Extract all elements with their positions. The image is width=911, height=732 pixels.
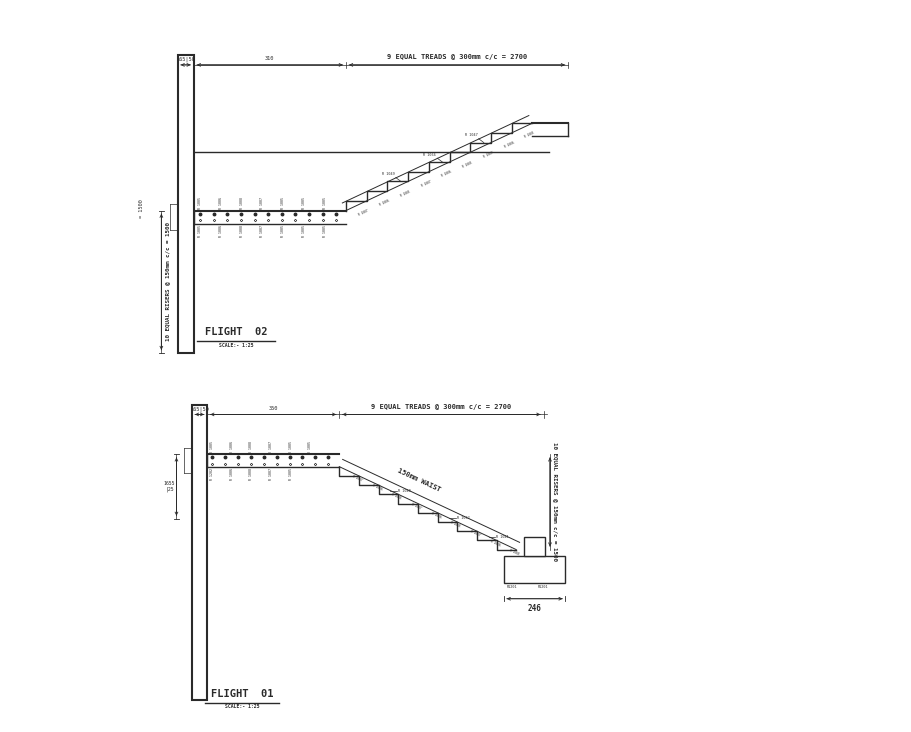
Text: 10 EQUAL RISERS @ 150mm c/c = 1500: 10 EQUAL RISERS @ 150mm c/c = 1500 bbox=[552, 442, 558, 561]
Text: R 1066: R 1066 bbox=[423, 153, 435, 157]
Text: R 1005: R 1005 bbox=[302, 225, 305, 237]
Text: R 1062: R 1062 bbox=[456, 516, 469, 520]
Text: R 1007: R 1007 bbox=[469, 530, 480, 538]
Text: R 1008: R 1008 bbox=[240, 225, 243, 237]
Text: 150mm WAIST: 150mm WAIST bbox=[395, 468, 441, 493]
Text: R 1006: R 1006 bbox=[230, 468, 233, 480]
Text: 165|50: 165|50 bbox=[176, 56, 195, 62]
Text: R 1005: R 1005 bbox=[198, 197, 202, 209]
Text: 9 EQUAL TREADS @ 300mm c/c = 2700: 9 EQUAL TREADS @ 300mm c/c = 2700 bbox=[371, 404, 511, 410]
Text: R 1005: R 1005 bbox=[461, 160, 473, 168]
Text: 1655
|25: 1655 |25 bbox=[163, 481, 174, 492]
Text: R 1005: R 1005 bbox=[289, 468, 292, 480]
Text: R 1007: R 1007 bbox=[261, 225, 264, 237]
Bar bbox=[178, 55, 193, 353]
Text: = 1500: = 1500 bbox=[139, 200, 144, 218]
Text: 9 EQUAL TREADS @ 300mm c/c = 2700: 9 EQUAL TREADS @ 300mm c/c = 2700 bbox=[386, 54, 527, 60]
Text: R 1041: R 1041 bbox=[496, 534, 508, 539]
Text: R 1006: R 1006 bbox=[430, 511, 441, 519]
Text: R 1007: R 1007 bbox=[358, 209, 369, 217]
Text: 246: 246 bbox=[527, 604, 541, 613]
Text: R 1049: R 1049 bbox=[382, 172, 394, 176]
Text: R 1005: R 1005 bbox=[281, 197, 285, 209]
Text: R 1005: R 1005 bbox=[302, 197, 305, 209]
Text: R 1005: R 1005 bbox=[198, 225, 202, 237]
Text: R 1007: R 1007 bbox=[269, 441, 272, 452]
Bar bbox=[504, 556, 565, 583]
Text: R 1006: R 1006 bbox=[219, 197, 222, 209]
Text: 165|50: 165|50 bbox=[189, 406, 209, 411]
Text: R 1007: R 1007 bbox=[269, 468, 272, 480]
Text: R 1006: R 1006 bbox=[219, 225, 222, 237]
Text: R 1008: R 1008 bbox=[240, 197, 243, 209]
Text: R 1007: R 1007 bbox=[420, 180, 431, 188]
Text: R 1202: R 1202 bbox=[210, 468, 214, 480]
Text: R 1005: R 1005 bbox=[281, 225, 285, 237]
Text: R 1006: R 1006 bbox=[230, 441, 233, 452]
Text: R 1006: R 1006 bbox=[503, 141, 514, 149]
Text: FLIGHT  01: FLIGHT 01 bbox=[210, 689, 273, 699]
Text: R 1007: R 1007 bbox=[351, 474, 363, 482]
Text: R 1008: R 1008 bbox=[249, 441, 253, 452]
Text: R 1005: R 1005 bbox=[308, 441, 312, 452]
Text: R 1040: R 1040 bbox=[397, 488, 410, 493]
Text: R 1007: R 1007 bbox=[482, 151, 493, 159]
Text: R 1005: R 1005 bbox=[289, 441, 292, 452]
Text: R 1007: R 1007 bbox=[261, 197, 264, 209]
Bar bbox=[523, 537, 545, 556]
Text: R 1006: R 1006 bbox=[441, 170, 452, 178]
Text: 310: 310 bbox=[265, 56, 274, 61]
Text: R 1005: R 1005 bbox=[449, 520, 461, 529]
Text: 350: 350 bbox=[268, 406, 278, 411]
Text: R 1006: R 1006 bbox=[371, 484, 382, 492]
Text: SCALE:- 1:25: SCALE:- 1:25 bbox=[224, 704, 259, 709]
Text: R 1005: R 1005 bbox=[322, 197, 326, 209]
Text: R 1006: R 1006 bbox=[488, 539, 500, 547]
Text: R 1005: R 1005 bbox=[210, 441, 214, 452]
Text: R 1008: R 1008 bbox=[249, 468, 253, 480]
Text: SCALE:- 1:25: SCALE:- 1:25 bbox=[219, 343, 253, 348]
Text: R1201: R1201 bbox=[507, 585, 517, 589]
Text: R 1005: R 1005 bbox=[508, 548, 519, 556]
Bar bbox=[191, 406, 207, 700]
Text: R 1005: R 1005 bbox=[322, 225, 326, 237]
Text: R1201: R1201 bbox=[537, 585, 548, 589]
Text: R 1005: R 1005 bbox=[399, 190, 411, 198]
Text: R 1005: R 1005 bbox=[391, 493, 402, 501]
Text: R 1047: R 1047 bbox=[464, 133, 476, 138]
Text: R 1007: R 1007 bbox=[410, 502, 421, 510]
Text: 10 EQUAL RISERS @ 150mm c/c = 1500: 10 EQUAL RISERS @ 150mm c/c = 1500 bbox=[165, 223, 170, 341]
Text: FLIGHT  02: FLIGHT 02 bbox=[204, 327, 267, 337]
Text: R 1006: R 1006 bbox=[379, 199, 390, 207]
Text: R 1005: R 1005 bbox=[524, 131, 535, 139]
